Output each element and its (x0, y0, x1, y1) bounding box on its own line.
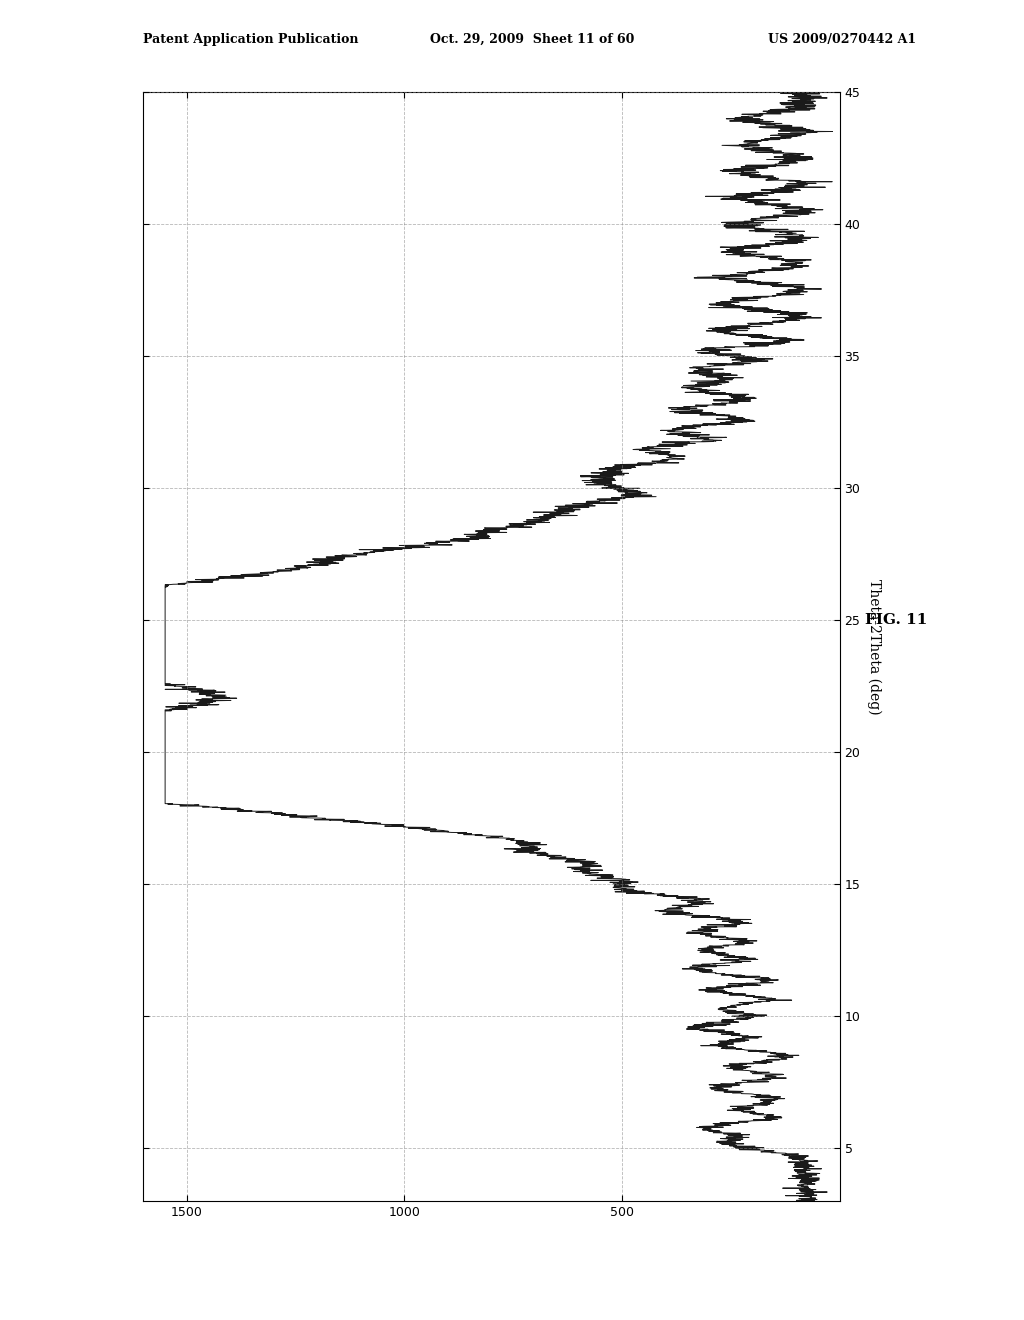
Text: FIG. 11: FIG. 11 (865, 614, 927, 627)
Y-axis label: Theta-2Theta (deg): Theta-2Theta (deg) (867, 579, 882, 714)
Text: Oct. 29, 2009  Sheet 11 of 60: Oct. 29, 2009 Sheet 11 of 60 (430, 33, 635, 46)
Text: Patent Application Publication: Patent Application Publication (143, 33, 358, 46)
Text: US 2009/0270442 A1: US 2009/0270442 A1 (768, 33, 916, 46)
